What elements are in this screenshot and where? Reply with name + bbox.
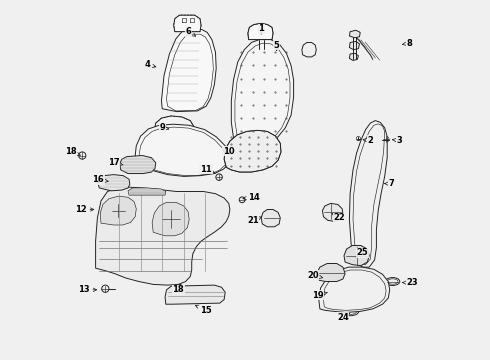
Text: 24: 24 [337, 313, 349, 322]
Text: 15: 15 [196, 305, 212, 315]
Text: 6: 6 [186, 27, 196, 36]
Polygon shape [349, 41, 360, 50]
Polygon shape [224, 130, 281, 172]
Text: 4: 4 [145, 60, 156, 69]
Polygon shape [344, 246, 369, 266]
Text: 23: 23 [403, 278, 418, 287]
Text: 1: 1 [258, 24, 264, 34]
Text: 12: 12 [75, 205, 94, 214]
Text: 17: 17 [108, 158, 123, 167]
Polygon shape [322, 203, 343, 221]
Text: 25: 25 [356, 248, 368, 257]
Text: 11: 11 [200, 165, 215, 174]
Polygon shape [231, 39, 294, 141]
Polygon shape [349, 53, 358, 60]
Text: 16: 16 [92, 175, 108, 184]
Polygon shape [248, 23, 273, 40]
Text: 13: 13 [78, 285, 97, 294]
Text: 10: 10 [223, 147, 235, 156]
Text: 2: 2 [363, 136, 373, 145]
Text: 5: 5 [274, 40, 280, 50]
Polygon shape [120, 156, 156, 174]
Text: 8: 8 [403, 39, 412, 48]
Polygon shape [349, 30, 360, 38]
Polygon shape [98, 175, 130, 191]
Polygon shape [317, 264, 345, 282]
Text: 19: 19 [312, 291, 327, 300]
Text: 14: 14 [243, 193, 260, 202]
Polygon shape [174, 15, 201, 32]
Text: 18: 18 [65, 148, 80, 156]
Polygon shape [261, 210, 280, 227]
Text: 7: 7 [385, 179, 394, 188]
Text: 22: 22 [332, 213, 345, 222]
Polygon shape [96, 187, 230, 285]
Polygon shape [319, 267, 390, 312]
Text: 3: 3 [392, 136, 402, 145]
Text: 21: 21 [247, 216, 262, 225]
Polygon shape [152, 202, 189, 236]
Polygon shape [302, 42, 316, 57]
Text: 9: 9 [159, 123, 169, 132]
Polygon shape [165, 285, 225, 304]
Polygon shape [135, 124, 230, 176]
Polygon shape [349, 121, 387, 267]
Polygon shape [162, 30, 216, 112]
Text: 18: 18 [172, 285, 184, 294]
Polygon shape [154, 116, 194, 141]
Polygon shape [128, 188, 166, 195]
Polygon shape [100, 196, 136, 225]
Text: 20: 20 [307, 271, 323, 280]
